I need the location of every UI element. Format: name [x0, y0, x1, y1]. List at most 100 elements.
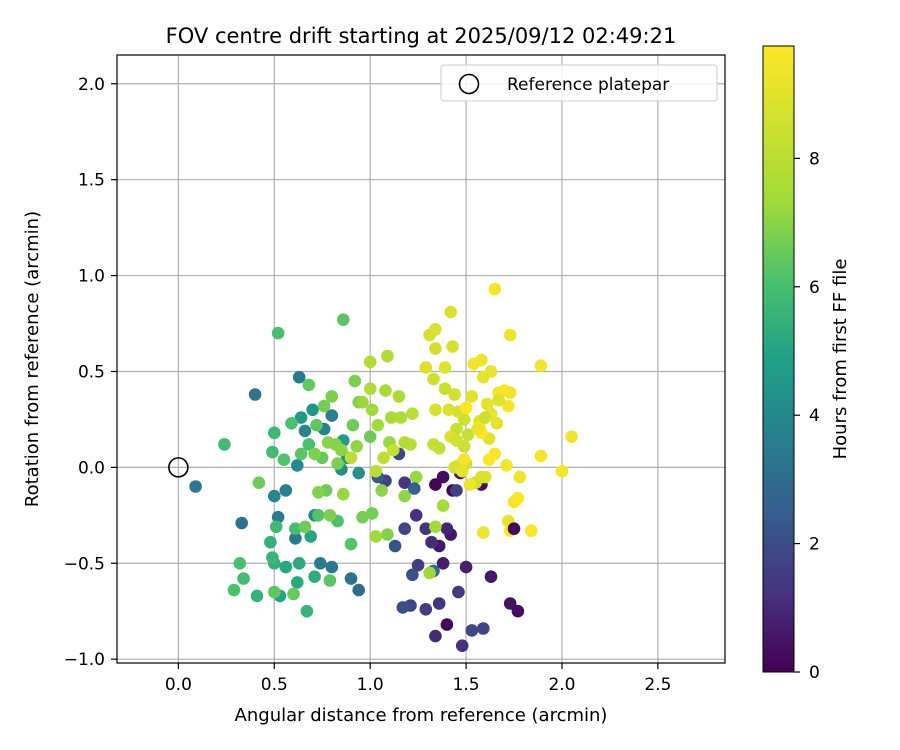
data-point [363, 355, 377, 369]
data-point [310, 418, 323, 432]
data-point [386, 443, 400, 457]
data-point [429, 629, 442, 643]
x-tick-label: 1.5 [453, 675, 480, 695]
data-point [252, 476, 266, 490]
data-point [450, 484, 463, 497]
data-point [352, 583, 366, 597]
data-point [248, 388, 262, 401]
data-point [356, 510, 369, 524]
data-point [344, 451, 358, 465]
data-point [427, 372, 440, 386]
data-point [459, 401, 473, 415]
data-point [479, 470, 492, 484]
data-point [375, 484, 389, 497]
data-point [346, 418, 360, 432]
colorbar-tick-label: 0 [809, 663, 820, 683]
data-point [492, 393, 506, 407]
data-point [511, 604, 525, 618]
data-point [294, 411, 308, 424]
data-point [271, 326, 285, 340]
y-tick-label: −0.5 [64, 554, 105, 574]
data-point [323, 509, 337, 522]
data-point [461, 428, 475, 442]
data-point [363, 382, 377, 396]
data-point [377, 451, 390, 465]
data-point [365, 403, 379, 417]
x-axis-ticks: 0.0 0.5 1.0 1.5 2.0 2.5 [165, 663, 671, 695]
data-point [348, 374, 362, 388]
data-point [411, 558, 425, 572]
data-point [279, 560, 293, 574]
data-point [419, 522, 433, 535]
x-axis-label: Angular distance from reference (arcmin) [235, 705, 608, 726]
data-point [480, 397, 494, 411]
data-point [446, 340, 459, 353]
data-point [369, 530, 383, 543]
data-point [235, 516, 248, 530]
data-point [440, 618, 454, 631]
data-point [291, 459, 304, 472]
data-point [363, 430, 377, 444]
legend-entry-reference: Reference platepar [507, 75, 669, 95]
data-point [471, 422, 484, 436]
data-point [218, 438, 231, 451]
data-point [269, 520, 283, 534]
data-point [507, 522, 521, 535]
data-point [250, 589, 264, 603]
data-point [419, 603, 433, 616]
data-point [298, 520, 312, 534]
y-tick-label: 1.0 [78, 267, 105, 287]
reference-marker-layer [168, 457, 189, 478]
data-point [312, 509, 325, 522]
data-points [189, 282, 578, 652]
data-point [398, 522, 412, 535]
data-point [302, 378, 316, 392]
data-point [452, 585, 465, 599]
data-point [321, 436, 335, 449]
data-point [448, 388, 461, 401]
data-point [425, 535, 438, 549]
data-point [291, 576, 304, 589]
data-point [459, 560, 473, 574]
data-point [408, 482, 421, 495]
data-point [432, 441, 446, 455]
data-point [335, 443, 348, 457]
data-point [503, 386, 517, 399]
data-point [490, 417, 504, 430]
data-point [266, 551, 279, 564]
data-point [344, 537, 358, 551]
data-point [398, 476, 412, 490]
y-tick-label: −1.0 [64, 650, 105, 670]
data-point [419, 361, 433, 374]
data-point [406, 407, 419, 421]
colorbar-tick-label: 6 [809, 278, 820, 298]
data-point [429, 403, 442, 417]
data-point [314, 557, 327, 570]
data-point [465, 390, 479, 403]
chart-title: FOV centre drift starting at 2025/09/12 … [166, 24, 677, 48]
data-point [455, 464, 469, 478]
data-point [331, 457, 344, 470]
data-point [271, 510, 285, 524]
data-point [477, 526, 490, 539]
data-point [308, 447, 321, 461]
data-point [398, 489, 412, 503]
data-point [308, 570, 321, 583]
data-point [350, 440, 364, 453]
data-point [302, 438, 316, 451]
data-point [479, 411, 492, 424]
colorbar-label: Hours from first FF file [830, 259, 851, 460]
colorbar-tick-label: 4 [809, 406, 820, 426]
plot-frame [116, 54, 726, 664]
data-point [394, 411, 408, 424]
data-point [325, 390, 339, 403]
data-point [289, 522, 302, 535]
reference-platepar-marker [168, 457, 189, 478]
colorbar: 0 2 4 6 8 Hours from first FF file [762, 45, 851, 683]
data-point [503, 597, 517, 610]
data-point [266, 445, 279, 459]
y-tick-label: 0.5 [78, 362, 105, 382]
x-tick-label: 0.5 [261, 675, 288, 695]
data-point [379, 384, 392, 397]
colorbar-tick-label: 2 [809, 535, 820, 555]
